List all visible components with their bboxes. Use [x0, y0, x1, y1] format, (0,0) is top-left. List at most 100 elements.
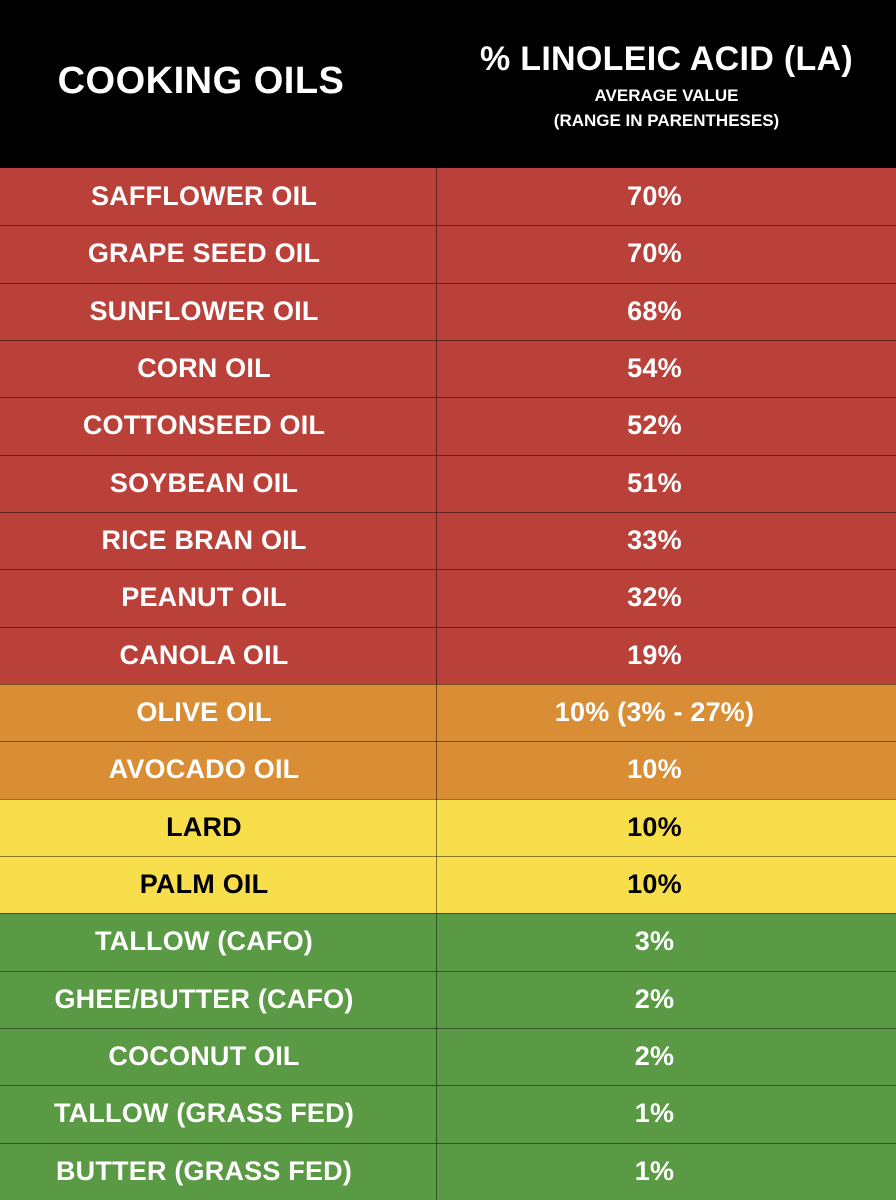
oil-name-cell: RICE BRAN OIL	[0, 512, 437, 570]
oil-name-cell: SAFFLOWER OIL	[0, 168, 437, 226]
header-cooking-oils: COOKING OILS	[0, 0, 437, 167]
table-row: AVOCADO OIL 10%	[0, 741, 896, 799]
table-row: GRAPE SEED OIL 70%	[0, 225, 896, 283]
oil-name-cell: CANOLA OIL	[0, 626, 437, 684]
oil-name: SAFFLOWER OIL	[90, 181, 318, 212]
oil-name-cell: COTTONSEED OIL	[0, 397, 437, 455]
la-value-cell: 1%	[437, 1085, 896, 1142]
la-value-cell: 33%	[437, 512, 896, 569]
table-header: COOKING OILS % LINOLEIC ACID (LA) AVERAG…	[0, 0, 896, 167]
row-divider	[0, 741, 896, 743]
oil-name-cell: LARD	[0, 798, 437, 856]
row-divider	[0, 340, 896, 341]
oil-name-cell: SUNFLOWER OIL	[0, 282, 437, 340]
column-title-cooking-oils: COOKING OILS	[57, 59, 345, 102]
oil-name: BUTTER (GRASS FED)	[55, 1155, 353, 1186]
table-row: PALM OIL 10%	[0, 856, 896, 914]
oil-name: TALLOW (GRASS FED)	[53, 1098, 355, 1129]
table-row: TALLOW (GRASS FED) 1%	[0, 1085, 896, 1143]
la-value-cell: 51%	[437, 455, 896, 512]
la-value: 10%	[627, 811, 682, 842]
row-divider	[0, 397, 896, 399]
row-divider	[0, 282, 896, 284]
row-divider	[0, 1142, 896, 1144]
table-row: COTTONSEED OIL 52%	[0, 397, 896, 455]
table-row: SOYBEAN OIL 51%	[0, 454, 896, 512]
oil-name: AVOCADO OIL	[108, 754, 300, 785]
table-row: COCONUT OIL 2%	[0, 1028, 896, 1086]
oil-name: PALM OIL	[139, 869, 269, 900]
la-value-cell: 1%	[437, 1143, 896, 1200]
oil-name-cell: TALLOW (CAFO)	[0, 913, 437, 971]
row-divider	[0, 1028, 896, 1029]
oil-name: RICE BRAN OIL	[101, 525, 307, 556]
row-divider	[0, 512, 896, 513]
oil-name: OLIVE OIL	[136, 697, 272, 728]
row-divider	[0, 1085, 896, 1087]
oil-name-cell: PEANUT OIL	[0, 569, 437, 627]
oil-name-cell: CORN OIL	[0, 340, 437, 398]
la-value: 70%	[627, 181, 682, 212]
la-value: 1%	[634, 1098, 675, 1129]
oil-name: COTTONSEED OIL	[82, 410, 326, 441]
la-value: 32%	[627, 582, 682, 613]
la-value-cell: 3%	[437, 913, 896, 970]
row-divider	[0, 684, 896, 685]
la-value-cell: 52%	[437, 397, 896, 454]
row-divider	[0, 225, 896, 227]
row-divider	[0, 856, 896, 857]
la-value-cell: 70%	[437, 168, 896, 225]
oil-name-cell: COCONUT OIL	[0, 1028, 437, 1086]
la-value-cell: 10%	[437, 741, 896, 798]
column-subtitle-average: AVERAGE VALUE	[594, 86, 739, 105]
header-linoleic-acid: % LINOLEIC ACID (LA) AVERAGE VALUE (RANG…	[437, 0, 896, 167]
la-value: 10%	[627, 754, 682, 785]
la-value-cell: 10% (3% - 27%)	[437, 684, 896, 741]
la-value: 10% (3% - 27%)	[554, 697, 755, 728]
table-row: BUTTER (GRASS FED) 1%	[0, 1142, 896, 1200]
la-value: 54%	[627, 353, 682, 384]
row-divider	[0, 913, 896, 915]
la-value: 2%	[634, 1041, 675, 1072]
la-value: 2%	[634, 983, 675, 1014]
row-divider	[0, 569, 896, 571]
table-row: PEANUT OIL 32%	[0, 569, 896, 627]
table-row: GHEE/BUTTER (CAFO) 2%	[0, 970, 896, 1028]
la-value: 70%	[627, 238, 682, 269]
table-row: RICE BRAN OIL 33%	[0, 512, 896, 570]
table-row: OLIVE OIL 10% (3% - 27%)	[0, 684, 896, 742]
oil-name: COCONUT OIL	[108, 1041, 300, 1072]
table-row: SUNFLOWER OIL 68%	[0, 282, 896, 340]
la-value-cell: 10%	[437, 856, 896, 913]
oil-name-cell: OLIVE OIL	[0, 684, 437, 742]
column-title-linoleic-acid: % LINOLEIC ACID (LA)	[479, 40, 854, 78]
oil-name-cell: BUTTER (GRASS FED)	[0, 1142, 437, 1200]
oil-name-cell: SOYBEAN OIL	[0, 454, 437, 512]
row-divider	[0, 798, 896, 800]
la-value-cell: 2%	[437, 1028, 896, 1085]
oil-name-cell: GRAPE SEED OIL	[0, 225, 437, 283]
la-value: 51%	[627, 467, 682, 498]
la-value-cell: 54%	[437, 340, 896, 397]
oil-name: GHEE/BUTTER (CAFO)	[54, 983, 354, 1014]
la-value-cell: 32%	[437, 569, 896, 626]
la-value: 1%	[634, 1155, 675, 1186]
oil-name: SUNFLOWER OIL	[89, 295, 319, 326]
oil-name-cell: AVOCADO OIL	[0, 741, 437, 799]
oil-name: PEANUT OIL	[121, 582, 287, 613]
oil-name-cell: TALLOW (GRASS FED)	[0, 1085, 437, 1143]
oil-name: TALLOW (CAFO)	[94, 926, 314, 957]
la-value-cell: 2%	[437, 971, 896, 1028]
oil-name: LARD	[166, 811, 242, 842]
table-row: SAFFLOWER OIL 70%	[0, 168, 896, 226]
la-value: 33%	[627, 525, 682, 556]
table-body: SAFFLOWER OIL 70% GRAPE SEED OIL 70% SUNFLOW…	[0, 168, 896, 1200]
oil-name: GRAPE SEED OIL	[87, 238, 321, 269]
table-row: CANOLA OIL 19%	[0, 626, 896, 684]
oil-name-cell: GHEE/BUTTER (CAFO)	[0, 970, 437, 1028]
oil-name: CORN OIL	[137, 353, 271, 384]
column-subtitle-range: (RANGE IN PARENTHESES)	[553, 111, 780, 130]
la-value: 10%	[627, 869, 682, 900]
row-divider	[0, 970, 896, 972]
